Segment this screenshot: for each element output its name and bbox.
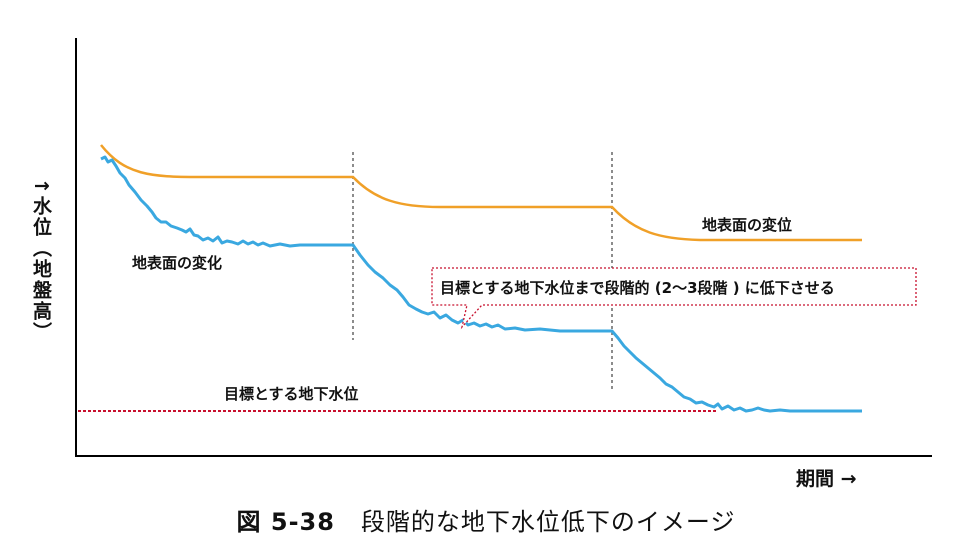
ground-surface-line xyxy=(100,144,862,242)
figure-title: 段階的な地下水位低下のイメージ xyxy=(360,508,736,536)
target-level-label: 目標とする地下水位 xyxy=(224,385,359,403)
figure-number: 図 5-38 xyxy=(236,508,335,536)
groundwater-level-line xyxy=(100,155,862,413)
x-axis-label: 期間 → xyxy=(796,468,857,490)
surface-change-label: 地表面の変化 xyxy=(132,254,222,272)
y-axis-label: ↑水位（地盤高） xyxy=(30,178,52,343)
callout-box xyxy=(431,267,917,330)
figure-caption: 図 5-38 段階的な地下水位低下のイメージ xyxy=(0,502,972,537)
callout-text: 目標とする地下水位まで段階的 (2～3段階 ) に低下させる xyxy=(440,279,835,297)
surface-displacement-label: 地表面の変位 xyxy=(702,216,792,234)
